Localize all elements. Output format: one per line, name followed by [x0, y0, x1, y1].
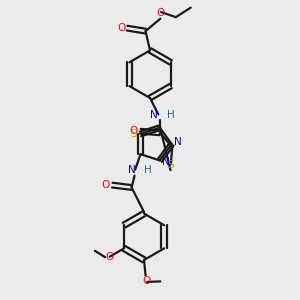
Text: H: H: [167, 110, 174, 120]
Text: N: N: [162, 157, 170, 167]
Text: O: O: [142, 276, 150, 286]
Text: N: N: [128, 165, 136, 175]
Text: O: O: [117, 22, 125, 32]
Text: O: O: [156, 8, 164, 18]
Text: H: H: [144, 165, 152, 175]
Text: S: S: [131, 129, 137, 139]
Text: O: O: [106, 252, 114, 262]
Text: O: O: [102, 179, 110, 190]
Text: S: S: [167, 160, 174, 170]
Text: N: N: [174, 137, 182, 147]
Text: N: N: [150, 110, 158, 120]
Text: O: O: [130, 126, 138, 136]
